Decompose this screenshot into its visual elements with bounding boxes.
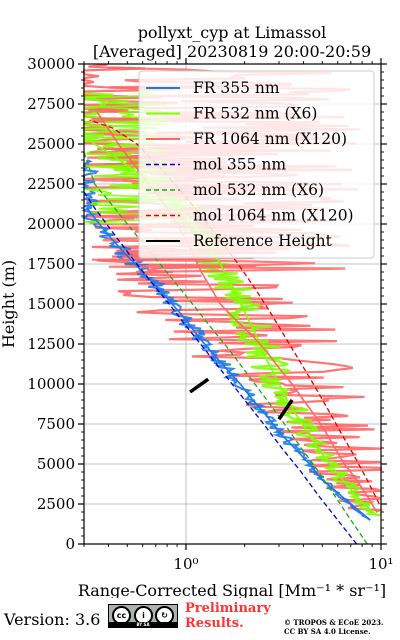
y-tick-label: 17500 <box>27 255 75 273</box>
preliminary-line-2: Results. <box>185 616 244 631</box>
chart-subtitle: [Averaged] 20230819 20:00-20:59 <box>93 42 371 61</box>
axis-ticks <box>78 58 387 550</box>
series-reference-height-segment-0 <box>189 377 210 394</box>
legend-entry-mol-532-nm-x6-label: mol 532 nm (X6) <box>193 181 324 199</box>
y-tick-label: 20000 <box>27 215 75 233</box>
series-fr-355-nm-line <box>86 207 371 521</box>
legend-entry-mol-355-nm-label: mol 355 nm <box>193 156 286 174</box>
axis-tick-labels: 0 2500 5000 7500 10000 12500 15000 17500 20000 22… <box>27 55 393 573</box>
y-tick-label: 7500 <box>37 415 75 433</box>
y-tick-label: 22500 <box>27 175 75 193</box>
footer: Version: 3.6 cc i ↻ BY SA Preliminary Re… <box>0 598 400 640</box>
copyright-line-1: © TROPOS & ECoE 2023. <box>284 618 384 627</box>
y-tick-label: 10000 <box>27 375 75 393</box>
legend-entry-fr-1064-nm-x120-label: FR 1064 nm (X120) <box>193 130 347 148</box>
series-mol-532-nm-x6-line <box>83 151 368 545</box>
series-mol-355-nm-line <box>83 191 358 545</box>
cc-badge-strip: BY SA <box>109 622 177 627</box>
preliminary-line-1: Preliminary <box>185 601 271 616</box>
legend-entry-fr-532-nm-x6-label: FR 532 nm (X6) <box>193 105 317 123</box>
y-tick-label: 2500 <box>37 495 75 513</box>
y-tick-label: 25000 <box>27 135 75 153</box>
chart-title: pollyxt_cyp at Limassol <box>138 23 327 42</box>
y-tick-label: 15000 <box>27 295 75 313</box>
y-tick-label: 12500 <box>27 335 75 353</box>
legend-entry-reference-height-label: Reference Height <box>193 232 333 250</box>
lidar-profile-chart: pollyxt_cyp at Limassol [Averaged] 20230… <box>0 23 394 598</box>
cc-license-badge[interactable]: cc i ↻ BY SA <box>108 604 178 628</box>
legend-box <box>138 70 375 259</box>
y-tick-label: 27500 <box>27 95 75 113</box>
series-mol-1064-nm-x120-line <box>89 119 380 505</box>
y-tick-label: 30000 <box>27 55 75 73</box>
noise-trace-532-high <box>84 88 176 225</box>
preliminary-notice: Preliminary Results. <box>185 601 271 631</box>
series-reference-height-segment-1 <box>277 399 294 421</box>
version-label: Version: 3.6 <box>4 610 101 629</box>
y-tick-label: 0 <box>65 535 75 553</box>
y-axis-label: Height (m) <box>0 260 18 348</box>
legend-entry-fr-355-nm-label: FR 355 nm <box>193 79 280 97</box>
x-tick-label: 10⁰ <box>173 555 198 573</box>
x-axis-label: Range-Corrected Signal [Mm⁻¹ * sr⁻¹] <box>78 581 386 598</box>
copyright-notice: © TROPOS & ECoE 2023. CC BY SA 4.0 Licen… <box>284 618 383 636</box>
legend-entry-mol-1064-nm-x120-label: mol 1064 nm (X120) <box>193 207 354 225</box>
y-tick-label: 5000 <box>37 455 75 473</box>
x-tick-label: 10¹ <box>368 555 393 573</box>
legend: FR 355 nm FR 532 nm (X6) FR 1064 nm (X120)… <box>138 70 375 259</box>
copyright-line-2: CC BY SA 4.0 License. <box>284 627 371 636</box>
